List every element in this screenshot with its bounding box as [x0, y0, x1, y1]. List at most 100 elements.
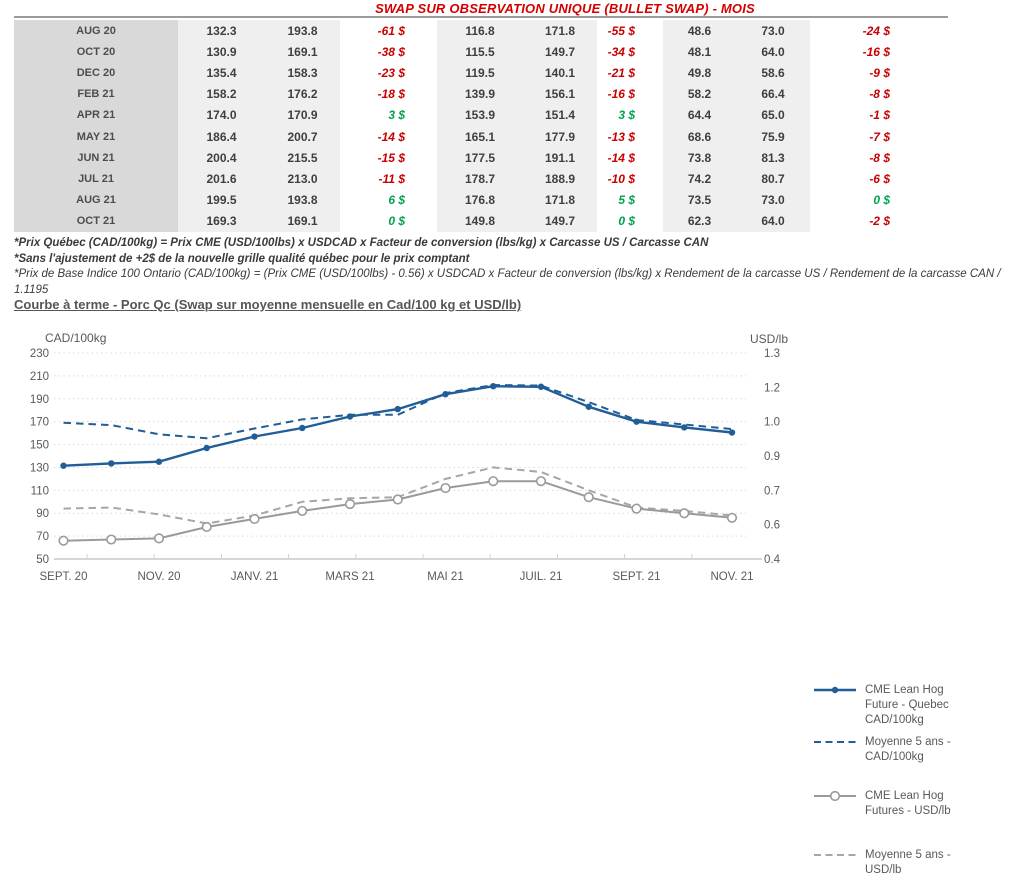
value-cell: 178.7	[437, 168, 523, 190]
data-point-marker	[440, 482, 451, 494]
legend-label: CME Lean Hog Future - Quebec CAD/100kg	[865, 684, 949, 726]
data-point-marker	[155, 458, 163, 465]
left-axis-unit-label: CAD/100kg	[45, 331, 106, 345]
value-cell: 176.8	[437, 189, 523, 211]
swap-table: AUG 20 132.3 193.8 -61 $116.8 171.8 -55 $48.6…	[14, 20, 948, 232]
futures-chart: CAD/100kg USD/lb 230 210 190 170 150 130 110 90…	[30, 331, 789, 583]
value-cell: 62.3	[663, 210, 736, 232]
value-cell: 176.2	[265, 83, 340, 105]
report-page: SWAP SUR OBSERVATION UNIQUE (BULLET SWAP…	[14, 1, 1014, 876]
data-point-marker	[106, 534, 117, 545]
diff-cell: -21 $	[597, 62, 663, 84]
month-cell: DEC 20	[14, 62, 178, 84]
legend-line-sample	[814, 854, 856, 856]
data-point-marker	[58, 535, 69, 546]
diff-cell: -15 $	[340, 147, 437, 169]
footnote-prix-quebec: *Prix Québec (CAD/100kg) = Prix CME (USD…	[14, 237, 709, 249]
diff-cell: -24 $	[810, 20, 948, 42]
value-cell: 115.5	[437, 41, 523, 63]
data-point-marker	[633, 418, 640, 425]
diff-cell: 5 $	[597, 189, 663, 211]
value-cell: 149.7	[523, 41, 597, 63]
value-cell: 149.8	[437, 210, 523, 232]
legend-item: CME Lean Hog Futures - USD/lb	[812, 789, 1022, 819]
month-cell: OCT 21	[14, 210, 178, 232]
diff-cell: -7 $	[810, 125, 948, 148]
legend-line-sample	[814, 686, 856, 694]
legend-item: Moyenne 5 ans - CAD/100kg	[812, 735, 1022, 765]
diff-cell: 6 $	[340, 189, 437, 211]
x-axis-labels: SEPT. 20 NOV. 20 JANV. 21 MARS 21 MAI 21 JUIL…	[40, 571, 754, 583]
legend-item: CME Lean Hog Future - Quebec CAD/100kg	[812, 683, 1022, 728]
value-cell: 73.0	[736, 189, 810, 211]
x-axis-label: NOV. 20	[137, 571, 180, 583]
left-tick-label: 150	[30, 440, 49, 452]
value-cell: 169.1	[265, 210, 340, 232]
value-cell: 188.9	[523, 168, 597, 190]
diff-cell: -8 $	[810, 83, 948, 105]
legend-item: Moyenne 5 ans - USD/lb	[812, 848, 1022, 878]
data-point-marker	[344, 498, 356, 510]
right-axis-unit-label: USD/lb	[750, 332, 788, 346]
left-tick-label: 190	[30, 394, 49, 406]
right-tick-label: 0.9	[764, 451, 780, 463]
value-cell: 170.9	[265, 104, 340, 126]
diff-cell: -11 $	[340, 168, 437, 190]
value-cell: 58.6	[736, 62, 810, 84]
data-point-marker	[251, 433, 258, 440]
value-cell: 169.3	[178, 210, 265, 232]
value-cell: 58.2	[663, 83, 736, 105]
diff-cell: -34 $	[597, 41, 663, 63]
value-cell: 64.0	[736, 41, 810, 63]
right-tick-label: 1.3	[764, 348, 780, 360]
value-cell: 156.1	[523, 83, 597, 105]
right-tick-label: 1.0	[764, 417, 780, 429]
data-point-marker	[490, 382, 497, 390]
diff-cell: -1 $	[810, 104, 948, 126]
value-cell: 199.5	[178, 189, 265, 211]
value-cell: 73.0	[736, 20, 810, 42]
value-cell: 171.8	[523, 189, 597, 211]
data-point-marker	[297, 505, 308, 517]
value-cell: 66.4	[736, 83, 810, 105]
month-cell: AUG 20	[14, 20, 178, 42]
left-tick-label: 170	[30, 417, 49, 429]
data-point-marker	[108, 460, 115, 467]
month-cell: OCT 20	[14, 41, 178, 63]
value-cell: 49.8	[663, 62, 736, 84]
data-point-marker	[728, 429, 736, 436]
chart-section-heading: Courbe à terme - Porc Qc (Swap sur moyen…	[14, 297, 522, 312]
diff-cell: -2 $	[810, 210, 948, 232]
value-cell: 48.1	[663, 41, 736, 63]
footnote-prix-base-ontario: *Prix de Base Indice 100 Ontario (CAD/10…	[14, 268, 1001, 296]
diff-cell: 3 $	[597, 104, 663, 126]
legend-label: Moyenne 5 ans - CAD/100kg	[865, 736, 951, 763]
value-cell: 158.2	[178, 83, 265, 105]
data-point-marker	[679, 508, 690, 519]
value-cell: 177.5	[437, 147, 523, 169]
report-title: SWAP SUR OBSERVATION UNIQUE (BULLET SWAP…	[375, 1, 755, 16]
left-tick-label: 50	[36, 554, 49, 566]
value-cell: 64.0	[736, 210, 810, 232]
diff-cell: -55 $	[597, 20, 663, 42]
value-cell: 75.9	[736, 125, 810, 148]
footnotes: *Prix Québec (CAD/100kg) = Prix CME (USD…	[14, 236, 1014, 298]
month-cell: AUG 21	[14, 189, 178, 211]
value-cell: 132.3	[178, 20, 265, 42]
diff-cell: 0 $	[340, 210, 437, 232]
value-cell: 149.7	[523, 210, 597, 232]
legend-label: Moyenne 5 ans - USD/lb	[865, 849, 951, 876]
value-cell: 191.1	[523, 147, 597, 169]
data-point-marker	[201, 521, 212, 533]
value-cell: 200.7	[265, 125, 340, 148]
title-divider	[14, 16, 948, 18]
value-cell: 177.9	[523, 125, 597, 148]
left-tick-label: 90	[36, 508, 49, 520]
legend-label: CME Lean Hog Futures - USD/lb	[865, 790, 951, 817]
data-point-marker	[299, 424, 306, 432]
right-axis-tick-labels: 1.3 1.2 1.0 0.9 0.7 0.6 0.4	[764, 348, 781, 566]
data-point-marker	[488, 476, 499, 487]
month-cell: FEB 21	[14, 83, 178, 105]
value-cell: 193.8	[265, 20, 340, 42]
diff-cell: -16 $	[597, 83, 663, 105]
